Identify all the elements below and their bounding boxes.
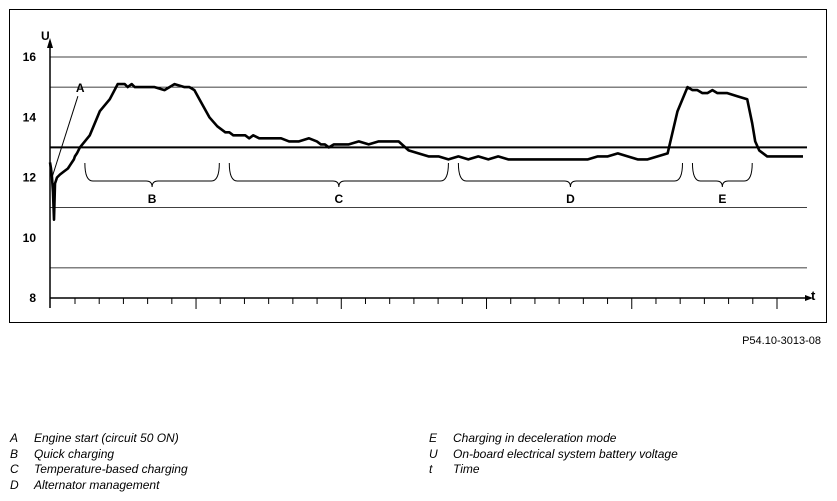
legend-text: On-board electrical system battery volta… <box>453 446 678 461</box>
legend-key: A <box>10 431 19 445</box>
legend-text: Time <box>453 462 480 477</box>
chart-frame <box>9 9 827 323</box>
legend-item: D Alternator management <box>10 478 188 494</box>
annotation-label: E <box>718 192 726 206</box>
y-tick-label: 12 <box>23 171 37 185</box>
y-axis-label: U <box>41 29 50 43</box>
legend-text: Quick charging <box>34 446 115 461</box>
legend-key: U <box>429 446 438 461</box>
legend-item: A Engine start (circuit 50 ON) <box>10 431 188 447</box>
legend-item: B Quick charging <box>10 447 188 463</box>
legend-key: C <box>10 462 19 477</box>
x-axis-label: t <box>811 288 816 303</box>
legend-text: Alternator management <box>34 478 160 493</box>
y-tick-label: 10 <box>23 231 37 245</box>
legend-right: E Charging in deceleration mode U On-board… <box>429 431 678 478</box>
legend-key: D <box>10 478 19 493</box>
x-axis-arrow <box>805 295 813 301</box>
annotation-brace <box>228 162 449 188</box>
legend-key: E <box>429 431 438 445</box>
figure-reference: P54.10-3013-08 <box>742 335 821 347</box>
annotation-brace <box>84 162 220 188</box>
annotation-pointer <box>51 96 79 178</box>
annotation-brace <box>691 162 753 188</box>
y-tick-label: 16 <box>23 50 37 64</box>
legend-text: Charging in deceleration mode <box>453 431 617 445</box>
legend-item: E Charging in deceleration mode <box>429 431 678 447</box>
annotation-brace <box>457 162 683 188</box>
legend-item: C Temperature-based charging <box>10 462 188 478</box>
legend-key: t <box>429 462 433 477</box>
annotation-label: D <box>566 192 575 206</box>
y-axis-arrow <box>47 38 53 48</box>
y-tick-label: 14 <box>23 110 37 124</box>
legend-key: B <box>10 446 19 461</box>
legend-text: Temperature-based charging <box>34 462 188 477</box>
voltage-line <box>48 82 803 221</box>
annotation-label: B <box>148 192 157 206</box>
annotation-label: C <box>335 192 344 206</box>
legend-item: t Time <box>429 462 678 478</box>
legend-text: Engine start (circuit 50 ON) <box>34 431 179 445</box>
legend-item: U On-board electrical system battery volt… <box>429 447 678 463</box>
legend-left: A Engine start (circuit 50 ON) B Quick cha… <box>10 431 188 494</box>
annotation-label-a: A <box>76 81 85 95</box>
y-tick-label: 8 <box>29 291 36 305</box>
